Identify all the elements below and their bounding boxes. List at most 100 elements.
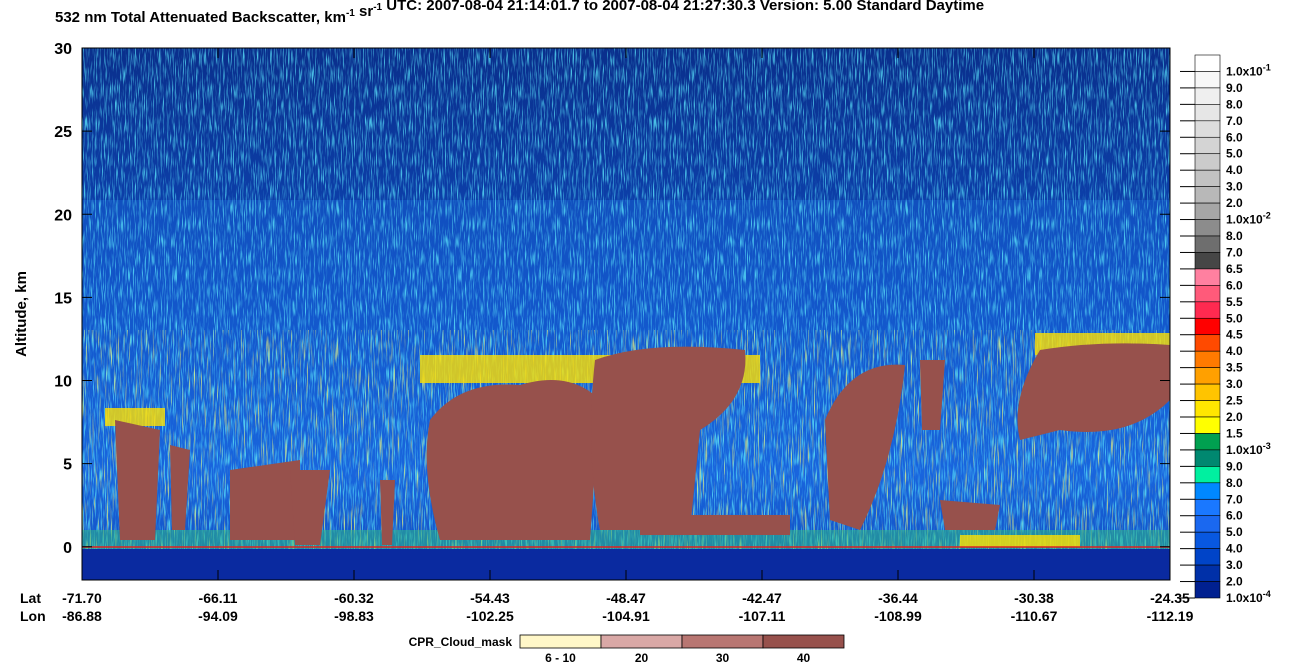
colorbar-label-text: 9.0 xyxy=(1226,81,1243,95)
colorbar-swatch xyxy=(1194,153,1221,171)
colorbar-label-text: 1.0x10 xyxy=(1226,64,1263,78)
colorbar-swatch xyxy=(1194,581,1221,599)
colorbar-label: 4.0 xyxy=(1226,163,1243,177)
colorbar-label: 9.0 xyxy=(1226,459,1243,473)
colorbar-label: 1.0x10-1 xyxy=(1226,62,1271,78)
colorbar-swatch xyxy=(1194,383,1221,401)
colorbar-label-text: 7.0 xyxy=(1226,492,1243,506)
lon-tick-label: -104.91 xyxy=(602,608,650,624)
colorbar-label: 5.0 xyxy=(1226,147,1243,161)
colorbar-label: 2.0 xyxy=(1226,410,1243,424)
colorbar-swatch xyxy=(1194,301,1221,319)
lon-tick-label: -110.67 xyxy=(1011,608,1058,624)
cloud-mask-swatch xyxy=(762,634,845,649)
colorbar-label-text: 3.0 xyxy=(1226,558,1243,572)
lon-tick-label: -108.99 xyxy=(874,608,922,624)
colorbar-label-text: 2.0 xyxy=(1226,575,1243,589)
y-tick-label: 30 xyxy=(54,41,72,58)
colorbar-swatch xyxy=(1194,531,1221,549)
colorbar-label-text: 1.0x10 xyxy=(1226,213,1263,227)
lat-tick-label: -24.35 xyxy=(1150,590,1190,606)
y-tick-label: 5 xyxy=(63,457,72,474)
y-axis-label: Altitude, km xyxy=(13,271,30,357)
cloud-mask-item-label: 30 xyxy=(716,651,730,665)
colorbar-label-text: 4.0 xyxy=(1226,542,1243,556)
colorbar-label: 6.0 xyxy=(1226,130,1243,144)
colorbar-swatch xyxy=(1194,136,1221,155)
x-row-label: Lon xyxy=(20,608,46,624)
colorbar-swatch xyxy=(1194,202,1221,220)
colorbar-label: 4.5 xyxy=(1226,328,1243,342)
y-tick-label: 15 xyxy=(54,290,72,307)
colorbar-label: 5.0 xyxy=(1226,525,1243,539)
colorbar-label-exp: -1 xyxy=(1263,62,1271,72)
colorbar-label: 9.0 xyxy=(1226,81,1243,95)
lat-tick-label: -48.47 xyxy=(606,590,646,606)
cloud-mask-label: CPR_Cloud_mask xyxy=(409,635,513,649)
cloud-mask-swatch xyxy=(519,634,602,649)
colorbar-label: 4.0 xyxy=(1226,542,1243,556)
colorbar-label: 8.0 xyxy=(1226,476,1243,490)
colorbar-swatch xyxy=(1194,400,1221,418)
colorbar-label: 1.5 xyxy=(1226,426,1243,440)
colorbar-label-exp: -3 xyxy=(1263,441,1271,451)
cloud-mask-item-label: 40 xyxy=(797,651,811,665)
lon-tick-label: -102.25 xyxy=(466,608,514,624)
colorbar-swatch xyxy=(1194,54,1221,72)
colorbar-swatch xyxy=(1194,268,1221,286)
colorbar-label-exp: -4 xyxy=(1263,589,1271,599)
colorbar-label-text: 4.0 xyxy=(1226,163,1243,177)
lat-tick-label: -30.38 xyxy=(1014,590,1054,606)
colorbar-label-text: 4.0 xyxy=(1226,344,1243,358)
colorbar-label-text: 4.5 xyxy=(1226,328,1243,342)
colorbar-swatch xyxy=(1194,466,1221,484)
cloud-mask-item-label: 20 xyxy=(635,651,649,665)
colorbar-label-text: 5.0 xyxy=(1226,311,1243,325)
colorbar-label-text: 7.0 xyxy=(1226,245,1243,259)
colorbar-swatch xyxy=(1194,252,1221,270)
y-tick-label: 10 xyxy=(54,374,72,391)
colorbar-label-text: 6.5 xyxy=(1226,262,1243,276)
colorbar-label-text: 5.0 xyxy=(1226,525,1243,539)
colorbar-swatch xyxy=(1194,433,1221,451)
colorbar-swatch xyxy=(1194,350,1221,368)
colorbar-label: 1.0x10-4 xyxy=(1226,589,1271,605)
colorbar-label-text: 3.0 xyxy=(1226,180,1243,194)
colorbar-swatch xyxy=(1194,87,1221,105)
colorbar-label-exp: -2 xyxy=(1263,211,1271,221)
colorbar-swatch xyxy=(1194,219,1221,237)
lat-tick-label: -71.70 xyxy=(62,590,102,606)
colorbar-label: 2.0 xyxy=(1226,575,1243,589)
lat-tick-label: -36.44 xyxy=(878,590,918,606)
colorbar-label: 7.0 xyxy=(1226,114,1243,128)
title-superscript: -1 xyxy=(346,8,355,19)
colorbar-swatch xyxy=(1194,416,1221,434)
lat-tick-label: -54.43 xyxy=(470,590,510,606)
colorbar-swatch xyxy=(1194,317,1221,336)
colorbar-label: 3.0 xyxy=(1226,180,1243,194)
colorbar-label: 8.0 xyxy=(1226,229,1243,243)
colorbar-label: 4.0 xyxy=(1226,344,1243,358)
colorbar-label: 7.0 xyxy=(1226,492,1243,506)
colorbar-label-text: 6.0 xyxy=(1226,278,1243,292)
colorbar-label-text: 1.5 xyxy=(1226,426,1243,440)
colorbar-label: 8.0 xyxy=(1226,97,1243,111)
cloud-mask-item-label: 6 - 10 xyxy=(545,651,576,665)
title-superscript: -1 xyxy=(373,2,382,13)
colorbar-label-text: 1.0x10 xyxy=(1226,591,1263,605)
colorbar-label: 1.0x10-2 xyxy=(1226,211,1271,227)
colorbar-label-text: 3.0 xyxy=(1226,377,1243,391)
colorbar-label-text: 6.0 xyxy=(1226,509,1243,523)
colorbar-label-text: 8.0 xyxy=(1226,97,1243,111)
chart-title: 532 nm Total Attenuated Backscatter, km-… xyxy=(55,0,984,26)
colorbar-label: 7.0 xyxy=(1226,245,1243,259)
title-part: 532 nm Total Attenuated Backscatter, km xyxy=(55,9,346,26)
y-tick-label: 0 xyxy=(63,540,72,557)
colorbar-swatch xyxy=(1194,334,1221,352)
colorbar-swatch xyxy=(1194,482,1221,500)
cloud-region xyxy=(115,343,1170,545)
lon-tick-label: -86.88 xyxy=(62,608,102,624)
title-part: sr xyxy=(355,3,374,20)
colorbar-label-text: 5.0 xyxy=(1226,147,1243,161)
